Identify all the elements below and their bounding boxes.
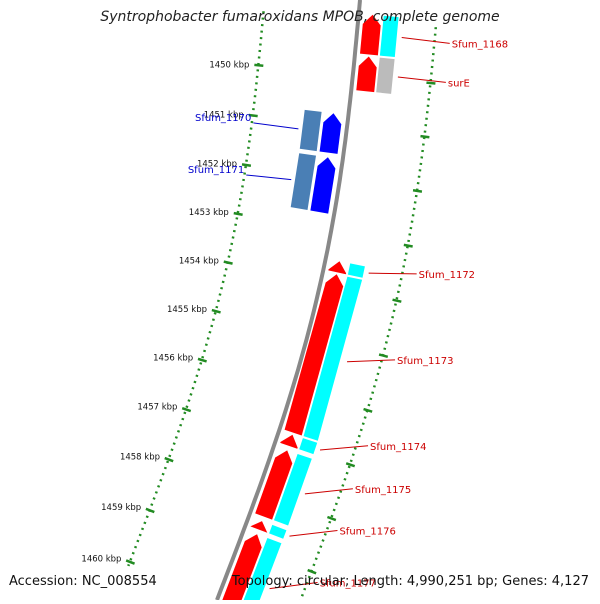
label-leader-line	[289, 529, 338, 537]
kbp-tick-label: 1452 kbp	[197, 160, 237, 170]
label-leader-line	[304, 488, 353, 495]
gene-arrow[interactable]	[216, 534, 262, 604]
inner-tick-ring	[127, 11, 265, 567]
label-leader-line	[253, 122, 299, 130]
gene-label[interactable]: Sfum_1175	[355, 485, 411, 496]
gene-label[interactable]: Sfum_1177	[320, 579, 376, 590]
gene-label[interactable]: Sfum_1173	[397, 356, 453, 367]
map-title: Syntrophobacter fumaroxidans MPOB, compl…	[100, 9, 500, 25]
gene-sfum_1168[interactable]	[360, 14, 399, 58]
gene-label[interactable]: Sfum_1172	[419, 270, 475, 281]
gene-arrow[interactable]	[255, 450, 293, 520]
gene-sure[interactable]	[356, 56, 395, 94]
kbp-tick-label: 1450 kbp	[209, 60, 249, 70]
tick-layer: 1450 kbp 1451 kbp 1452 kbp 1453 kbp 1454 kbp…	[81, 11, 438, 604]
kbp-tick-mark-outer	[403, 243, 413, 248]
gene-layer	[216, 14, 399, 604]
kbp-tick-label: 1455 kbp	[167, 305, 207, 315]
gene-arrow[interactable]	[319, 113, 342, 154]
kbp-tick-mark	[164, 456, 174, 463]
label-leader-line	[397, 76, 446, 83]
kbp-tick-mark	[248, 113, 258, 118]
cds-block[interactable]	[234, 538, 282, 604]
kbp-tick-mark	[211, 308, 221, 314]
kbp-tick-label: 1453 kbp	[189, 208, 229, 218]
kbp-tick-label: 1456 kbp	[153, 353, 193, 363]
label-leader-line	[347, 359, 396, 363]
kbp-tick-label: 1458 kbp	[120, 452, 160, 462]
kbp-tick-mark-outer	[420, 134, 430, 139]
kbp-tick-mark-outer	[345, 462, 356, 468]
kbp-tick-mark-outer	[326, 515, 337, 522]
kbp-tick-mark	[145, 507, 155, 514]
gene-label[interactable]: surE	[448, 78, 470, 89]
kbp-tick-mark	[241, 163, 252, 167]
kbp-tick-mark-outer	[392, 298, 402, 303]
gene-sfum_1172[interactable]	[328, 261, 365, 278]
kbp-tick-mark	[233, 211, 243, 217]
label-leader-line	[319, 445, 369, 451]
kbp-tick-label: 1454 kbp	[179, 257, 219, 267]
gene-sfum_1175[interactable]	[255, 450, 312, 526]
gene-label[interactable]: Sfum_1176	[339, 526, 395, 537]
kbp-tick-label: 1459 kbp	[101, 503, 141, 513]
kbp-tick-mark	[223, 260, 233, 265]
cds-block[interactable]	[269, 524, 287, 539]
cds-block[interactable]	[376, 57, 395, 94]
gene-arrow[interactable]	[250, 521, 268, 533]
gene-sfum_1170[interactable]	[299, 109, 342, 154]
gene-sfum_1176[interactable]	[250, 521, 287, 539]
cds-block[interactable]	[303, 276, 363, 441]
gene-sfum_1173[interactable]	[284, 274, 363, 441]
cds-block[interactable]	[347, 263, 365, 278]
gene-arrow[interactable]	[356, 56, 377, 93]
kbp-tick-label: 1460 kbp	[81, 555, 121, 565]
cds-block[interactable]	[299, 438, 318, 455]
gene-label[interactable]: Sfum_1171	[188, 165, 244, 176]
gene-label[interactable]: Sfum_1168	[452, 39, 508, 50]
outer-tick-ring	[297, 27, 438, 604]
kbp-tick-mark-outer	[363, 407, 373, 413]
gene-arrow[interactable]	[310, 157, 336, 214]
cds-block[interactable]	[290, 153, 316, 210]
kbp-tick-mark-outer	[412, 189, 423, 193]
kbp-tick-mark	[125, 559, 135, 565]
gene-arrow[interactable]	[284, 274, 344, 436]
cds-block[interactable]	[274, 454, 312, 526]
gene-sfum_1174[interactable]	[280, 434, 318, 455]
label-leader-line	[269, 582, 318, 590]
label-leader-line	[246, 174, 292, 181]
gene-sfum_1177[interactable]	[216, 534, 282, 604]
kbp-tick-mark-outer	[426, 81, 436, 85]
kbp-tick-mark	[254, 63, 264, 68]
label-leader-line	[368, 272, 417, 275]
gene-sfum_1171[interactable]	[290, 153, 336, 214]
genome-backbone	[215, 0, 362, 601]
cds-block[interactable]	[299, 109, 322, 152]
kbp-tick-mark	[181, 406, 192, 413]
gene-arrow[interactable]	[328, 261, 347, 275]
gene-arrow[interactable]	[360, 14, 381, 56]
gene-label[interactable]: Sfum_1174	[370, 442, 426, 453]
kbp-tick-mark	[197, 357, 207, 363]
kbp-tick-mark-outer	[307, 568, 317, 575]
kbp-tick-mark-outer	[378, 353, 389, 359]
gene-label[interactable]: Sfum_1170	[195, 113, 251, 124]
label-leader-line	[401, 37, 450, 44]
kbp-tick-label: 1451 kbp	[204, 110, 244, 120]
kbp-tick-label: 1457 kbp	[137, 403, 177, 413]
cds-block[interactable]	[379, 15, 399, 58]
topology-text: Topology: circular; Length: 4,990,251 bp…	[231, 574, 589, 589]
accession-text: Accession: NC_008554	[9, 574, 157, 589]
gene-arrow[interactable]	[280, 434, 298, 449]
gene-label-layer: Sfum_1168 surE Sfum_1170 Sfum_1171 Sfum_1172…	[188, 37, 508, 590]
